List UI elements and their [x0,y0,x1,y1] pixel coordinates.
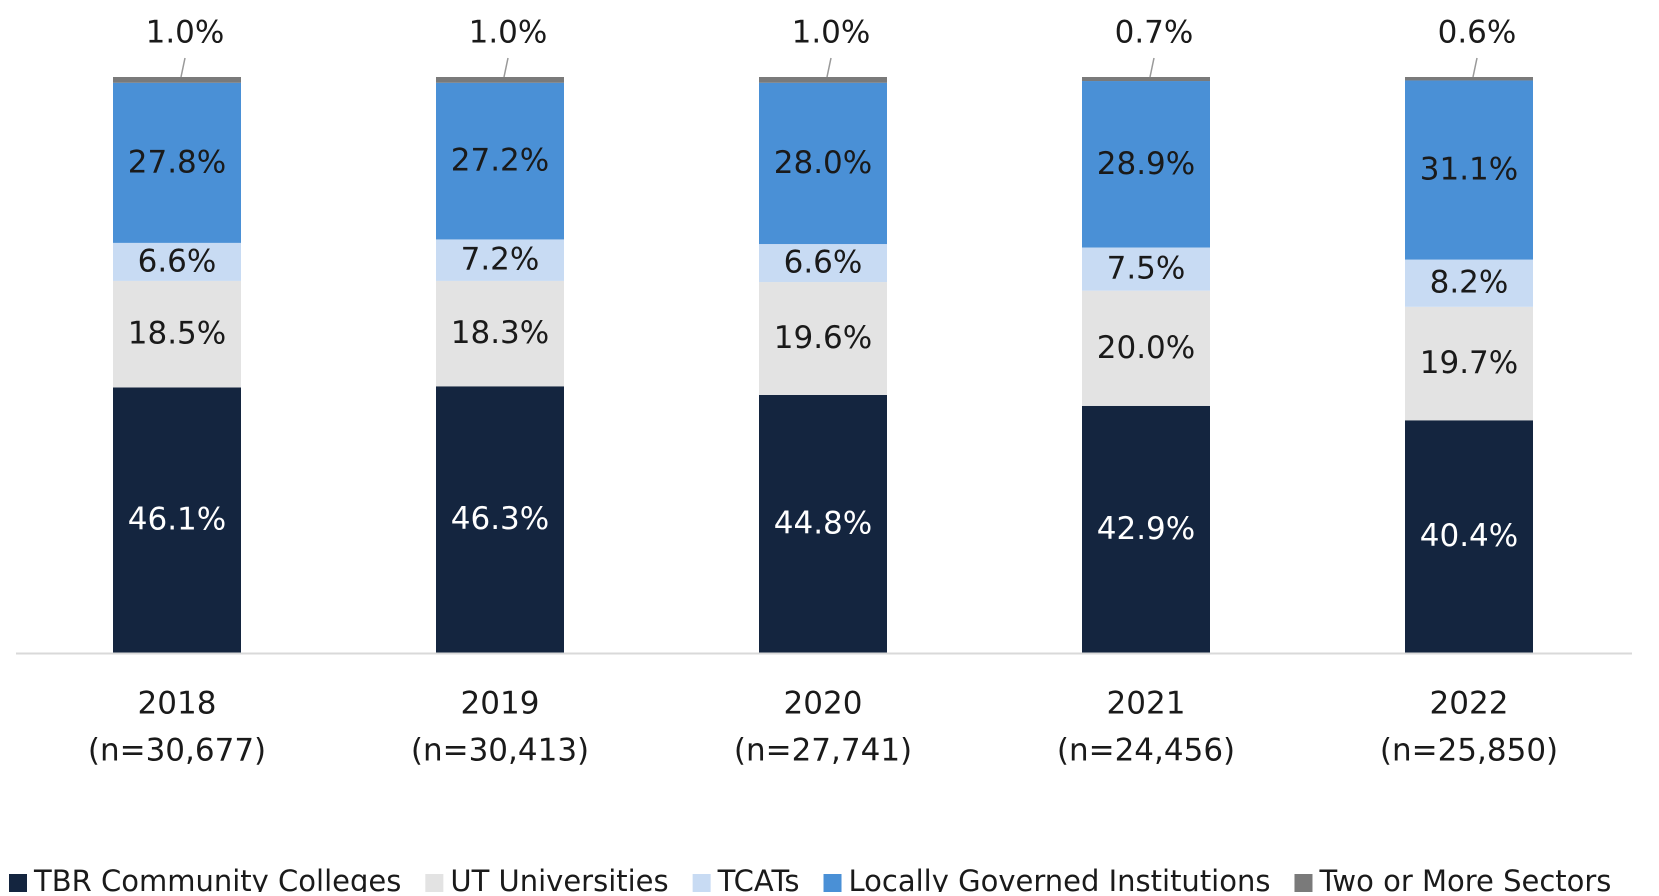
value-label: 20.0% [1097,330,1195,366]
value-label: 18.3% [451,315,549,351]
bar-segment [1405,77,1533,81]
bar-segment [1405,80,1533,260]
bar-segment [1405,420,1533,653]
bar-segment [436,82,564,240]
value-label: 27.8% [128,144,226,180]
value-label: 19.6% [774,320,872,356]
value-label: 28.0% [774,145,872,181]
x-tick-label: (n=27,741) [734,733,912,769]
value-label: 19.7% [1420,345,1518,381]
x-tick-label: 2022 [1430,686,1509,722]
bar-segment [436,386,564,653]
bar-segment [436,239,564,281]
legend-label: Locally Governed Institutions [849,864,1271,892]
bar-segment [1082,77,1210,82]
x-tick-label: 2019 [461,686,540,722]
x-tick-label: 2018 [138,686,217,722]
bar-segment [1082,405,1210,653]
value-label: 1.0% [792,15,871,51]
bar-segment [113,82,241,243]
bar-segment [1082,290,1210,406]
legend-swatch [425,874,444,892]
bar-segment [759,394,887,653]
legend-swatch [1294,874,1313,892]
value-label: 0.6% [1438,15,1517,51]
legend-label: UT Universities [450,864,668,892]
leader-line [180,57,186,78]
bar-segment [113,387,241,653]
x-tick-label: 2021 [1107,686,1186,722]
value-label: 1.0% [146,15,225,51]
legend-label: TBR Community Colleges [33,864,401,892]
x-tick-label: (n=30,413) [411,733,589,769]
bar-segment [113,77,241,83]
bar-segment [1082,247,1210,291]
value-label: 46.1% [128,502,226,538]
bar-segment [759,244,887,283]
value-label: 46.3% [451,501,549,537]
value-label: 7.2% [461,242,540,278]
value-label: 44.8% [774,505,872,541]
leader-line [1149,57,1155,78]
legend-swatch [823,874,842,892]
leader-line [1472,57,1478,78]
value-label: 8.2% [1430,265,1509,301]
value-label: 27.2% [451,143,549,179]
value-label: 0.7% [1115,15,1194,51]
x-tick-label: (n=30,677) [88,733,266,769]
leader-line [826,57,832,78]
bar-segment [436,77,564,83]
bar-segment [113,280,241,388]
bar-segment [113,242,241,281]
value-label: 40.4% [1420,518,1518,554]
legend-label: Two or More Sectors [1318,864,1611,892]
x-tick-label: (n=24,456) [1057,733,1235,769]
bar-segment [1405,259,1533,307]
value-label: 42.9% [1097,511,1195,547]
value-label: 6.6% [138,243,217,279]
value-label: 1.0% [469,15,548,51]
legend-swatch [9,874,27,892]
legend-swatch [692,874,711,892]
value-label: 28.9% [1097,146,1195,182]
bar-segment [1082,81,1210,248]
value-label: 6.6% [784,245,863,281]
legend-label: TCATs [717,864,800,892]
bar-segment [1405,306,1533,421]
value-label: 18.5% [128,316,226,352]
value-label: 31.1% [1420,152,1518,188]
value-label: 7.5% [1107,251,1186,287]
bar-segment [436,280,564,387]
bar-segment [759,77,887,83]
bar-segment [759,82,887,245]
leader-line [503,57,509,78]
x-tick-label: 2020 [784,686,863,722]
x-tick-label: (n=25,850) [1380,733,1558,769]
bar-segment [759,282,887,395]
